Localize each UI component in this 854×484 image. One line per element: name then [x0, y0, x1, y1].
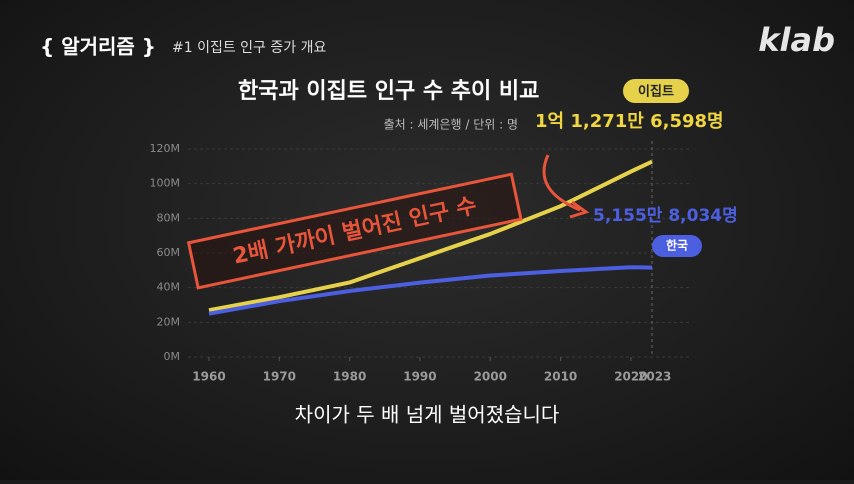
- arrow-head: [569, 200, 590, 219]
- y-tick-label: 40M: [157, 281, 181, 294]
- stamp: 2배 가까이 벌어진 인구 수: [186, 172, 523, 290]
- episode-title: #1 이집트 인구 증가 개요: [172, 40, 326, 56]
- y-tick-label: 0M: [164, 350, 181, 363]
- x-tick-label: 2020: [614, 370, 647, 384]
- logo: klab: [758, 21, 835, 59]
- arrow: [542, 154, 581, 212]
- line-series: [208, 159, 653, 313]
- x-tick-label: 2023: [638, 370, 671, 384]
- korea-value-label: 5,155만 8,034명: [593, 206, 738, 226]
- tag-pill: [623, 79, 689, 103]
- y-tick-label: 60M: [157, 246, 181, 259]
- x-tick-label: 1980: [333, 370, 366, 384]
- series-tag: { 알거리즘 }: [40, 35, 156, 59]
- x-tick-label: 2010: [544, 370, 577, 384]
- chart-subtitle: 출처 : 세계은행 / 단위 : 명: [384, 117, 518, 132]
- chart-title: 한국과 이집트 인구 수 추이 비교: [238, 79, 539, 104]
- y-tick-label: 80M: [157, 211, 181, 224]
- stamp-box: [186, 172, 523, 290]
- legend-egypt: 이집트: [638, 84, 674, 100]
- y-tick-label: 120M: [150, 142, 181, 155]
- y-tick-label: 20M: [157, 315, 181, 328]
- line-series: [208, 265, 653, 316]
- x-tick-label: 1990: [403, 370, 436, 384]
- caption: 차이가 두 배 넘게 벌어졌습니다: [295, 403, 560, 427]
- egypt-value-label: 1억 1,271만 6,598명: [535, 111, 724, 132]
- plot-area: 0M 20M 40M 60M 80M 100M 120M 1960 1970 1980 1990 20…: [150, 141, 690, 384]
- x-tick-label: 2000: [474, 370, 507, 384]
- y-tick-label: 100M: [150, 177, 181, 190]
- x-tick-label: 1960: [192, 370, 225, 384]
- korea-pill: [652, 235, 702, 257]
- x-tick-label: 1970: [263, 370, 296, 384]
- legend-korea: 한국: [666, 238, 688, 253]
